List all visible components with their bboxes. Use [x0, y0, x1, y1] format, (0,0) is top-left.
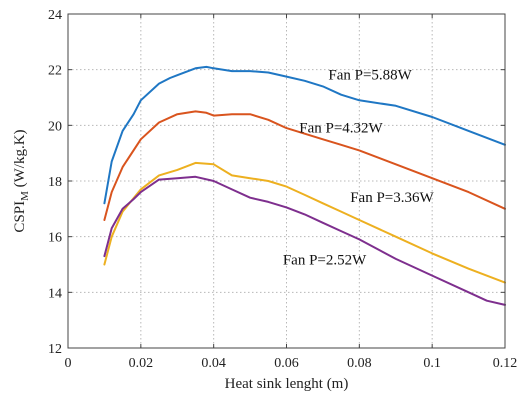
y-tick-label: 16 — [48, 231, 62, 246]
y-tick-label: 18 — [48, 175, 62, 190]
x-axis-label: Heat sink lenght (m) — [225, 376, 349, 392]
series-label-2: Fan P=4.32W — [299, 120, 383, 136]
y-axis-label-subscript: M — [19, 191, 31, 201]
y-tick-label: 22 — [48, 64, 62, 79]
series-line-1 — [103, 65, 506, 205]
x-tick-label: 0.12 — [493, 356, 518, 371]
series-label-1: Fan P=5.88W — [328, 67, 412, 83]
x-tick-label: 0.06 — [274, 356, 299, 371]
y-tick-label: 24 — [48, 8, 62, 23]
series-label-3: Fan P=3.36W — [350, 190, 434, 206]
series-line-3 — [103, 161, 506, 284]
series-lines — [103, 65, 506, 306]
series-labels: Fan P=5.88W Fan P=4.32W Fan P=3.36W Fan P=2… — [283, 67, 435, 268]
grid — [68, 14, 505, 348]
series-label-4: Fan P=2.52W — [283, 253, 367, 269]
y-tick-label: 20 — [48, 119, 62, 134]
series-line-4 — [103, 175, 506, 306]
x-tick-label: 0.1 — [423, 356, 441, 371]
x-tick-label: 0.02 — [129, 356, 154, 371]
y-tick-label: 12 — [48, 342, 62, 357]
x-tick-label: 0.04 — [201, 356, 226, 371]
x-tick-label: 0 — [65, 356, 72, 371]
axis-ticks: 0 0.02 0.04 0.06 0.08 0.1 0.12 12 14 16 18 20 22 24 — [48, 8, 517, 371]
series-line-2 — [103, 110, 506, 221]
y-axis-label-unit: (W/kg.K) — [12, 129, 28, 191]
y-axis-label-main: CSPI — [12, 201, 28, 233]
y-axis-label: CSPIM (W/kg.K) — [12, 129, 31, 232]
x-tick-label: 0.08 — [347, 356, 372, 371]
y-tick-label: 14 — [48, 286, 62, 301]
